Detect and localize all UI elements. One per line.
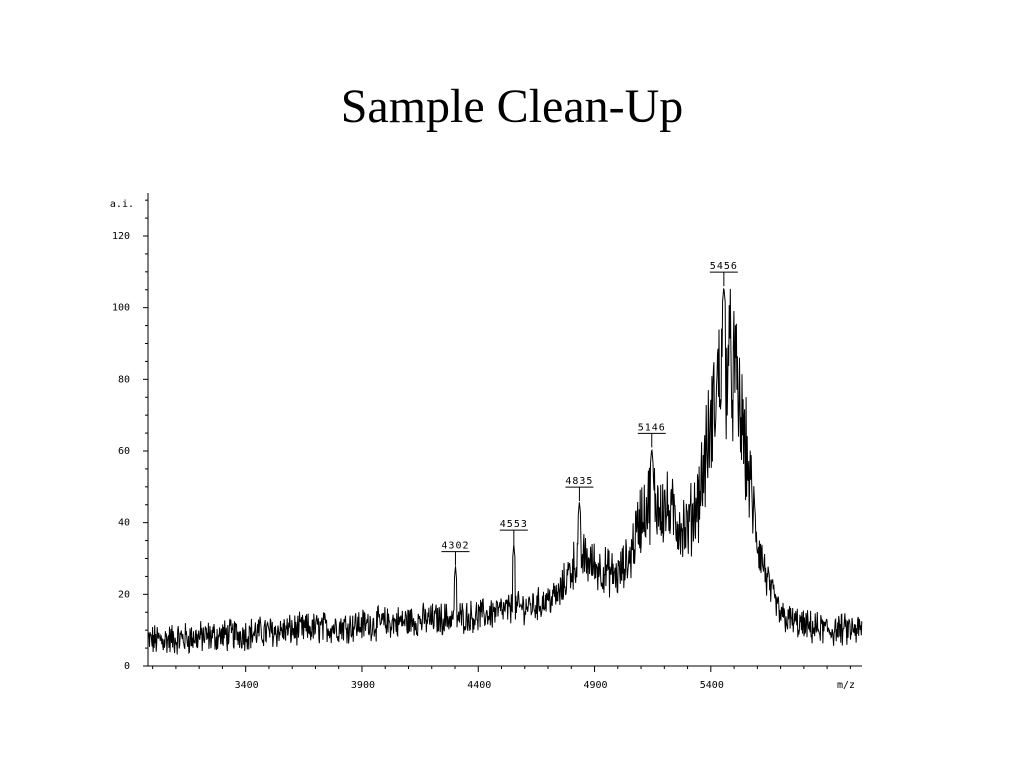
peak-labels: 4302 4553 4835 5146 5456 [441, 261, 738, 566]
x-axis-label: m/z [837, 680, 855, 691]
peak-label: 5146 [638, 422, 666, 433]
peak-label: 4302 [441, 541, 469, 552]
slide-title: Sample Clean-Up [340, 80, 684, 133]
y-tick-label: 80 [118, 374, 130, 385]
y-tick-label: 60 [118, 446, 130, 457]
spectrum-line [147, 287, 863, 655]
x-tick-label: 5400 [700, 680, 724, 691]
y-axis-label: a.i. [110, 199, 134, 210]
peak-label: 5456 [710, 261, 738, 272]
y-tick-label: 0 [124, 661, 130, 672]
peak-label: 4835 [565, 476, 593, 487]
x-tick-label: 4400 [467, 680, 491, 691]
chart-axes: 0 20 40 60 80 100 120 a.i. 3400 3900 4400 4900 5400 m… [110, 193, 862, 691]
x-tick-label: 3900 [351, 680, 375, 691]
y-tick-label: 120 [112, 231, 130, 242]
y-tick-label: 20 [118, 589, 130, 600]
y-tick-label: 40 [118, 518, 130, 529]
x-tick-label: 3400 [235, 680, 259, 691]
x-tick-label: 4900 [583, 680, 607, 691]
spectrum-trace [147, 287, 863, 655]
y-tick-label: 100 [112, 303, 130, 314]
peak-label: 4553 [500, 519, 528, 530]
